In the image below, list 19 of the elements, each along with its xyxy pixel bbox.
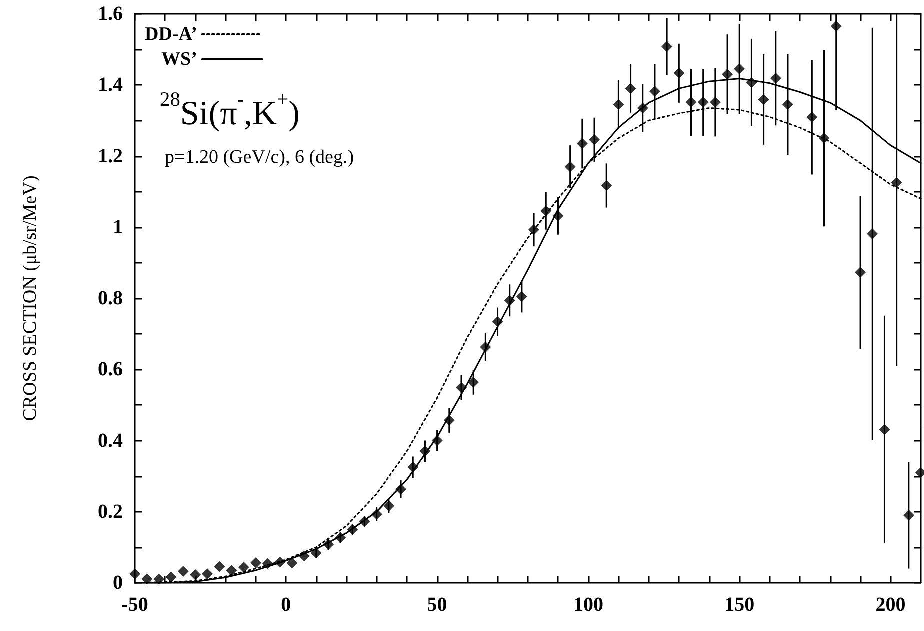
annotation: p=1.20 (GeV/c), 6 (deg.) <box>165 147 354 168</box>
y-tick-label: 1.6 <box>98 3 123 25</box>
y-tick-label: 1.4 <box>98 74 123 96</box>
legend-label: DD-A’ <box>144 24 198 45</box>
x-tick-label: 0 <box>281 594 292 616</box>
y-tick-label: 0.2 <box>98 500 123 523</box>
x-tick-label: 200 <box>876 594 906 616</box>
x-tick-label: 100 <box>573 594 604 616</box>
y-tick-label: 0 <box>113 572 123 594</box>
y-tick-label: 0.8 <box>98 288 123 310</box>
y-tick-label: 1 <box>113 216 123 238</box>
y-axis-title: CROSS SECTION (μb/sr/MeV) <box>20 176 41 422</box>
x-tick-label: 50 <box>427 594 448 616</box>
y-tick-label: 0.4 <box>98 430 123 452</box>
y-tick-label: 0.6 <box>98 358 123 381</box>
legend-label: WS’ <box>162 49 198 70</box>
x-tick-label: -50 <box>122 594 148 616</box>
y-tick-label: 1.2 <box>98 145 123 168</box>
x-tick-label: 150 <box>724 594 755 616</box>
